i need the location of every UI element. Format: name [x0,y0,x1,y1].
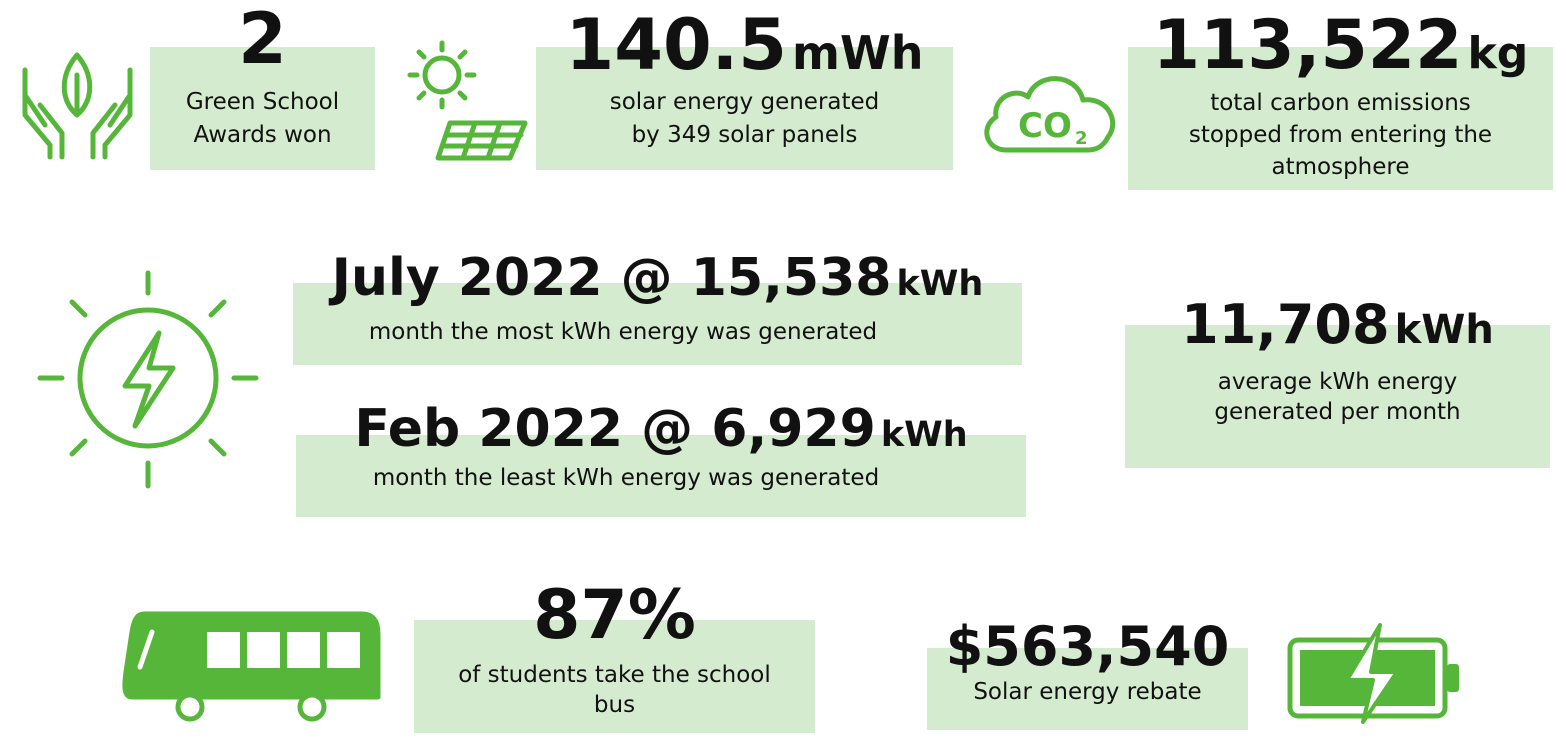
stat-box [150,47,375,170]
stat-value: 113,522 [1152,6,1463,85]
line: generated per month [1214,399,1461,425]
stat-value: 2 [238,0,287,80]
stat-box [927,648,1248,730]
stat-description: of students take the school bus [414,660,815,720]
stat-headline: Feb 2022 @ 6,929 kWh [296,403,1026,455]
stat-unit: mWh [792,26,924,80]
line: month the most kWh energy was generated [368,319,878,345]
stat-value: 11,708 [1181,293,1390,356]
stat-value: $563,540 [945,615,1230,678]
stat-box [293,283,1022,365]
stat-value: July 2022 @ 15,538 [331,248,892,308]
line: bus [593,692,636,718]
stat-box [536,47,953,170]
icon-label: 2 [1075,128,1088,149]
line: stopped from entering the [1188,122,1493,148]
stat-box [1125,325,1550,468]
stat-headline: 11,708 kWh [1125,298,1550,354]
bus-icon [122,611,381,722]
stat-value: 140.5 [565,4,787,86]
line: month the least kWh energy was generated [372,465,880,491]
stat-headline: 140.5 mWh [536,10,953,80]
line: Green School [185,89,340,115]
solar-icon [407,40,528,161]
line: solar energy generated [609,89,880,115]
hands-leaf-icon [22,52,133,160]
stat-description: Solar energy rebate [927,676,1248,709]
line: average kWh energy [1217,369,1458,395]
line: by 349 solar panels [631,122,858,148]
icon-label: CO [1018,106,1072,146]
stat-box [1128,47,1553,190]
stat-value: 87% [533,576,696,655]
stat-headline: July 2022 @ 15,538 kWh [293,252,1022,304]
co2-cloud-icon: CO 2 [984,76,1116,153]
stat-value: Feb 2022 @ 6,929 [354,399,876,459]
stat-description: month the least kWh energy was generated [296,462,956,495]
stat-description: Green School Awards won [150,86,375,152]
stat-description: average kWh energy generated per month [1125,367,1550,427]
battery-icon [1287,623,1459,724]
line: atmosphere [1271,154,1410,180]
stat-description: solar energy generated by 349 solar panel… [536,86,953,152]
stat-unit: kWh [896,264,984,304]
line: of students take the school [458,662,771,688]
line: Awards won [193,122,332,148]
stat-unit: kWh [880,415,968,455]
stat-description: total carbon emissions stopped from enter… [1128,87,1553,183]
stat-box [296,435,1026,517]
stat-unit: kg [1467,28,1529,79]
energy-sun-icon [37,270,259,489]
stat-unit: kWh [1394,307,1494,353]
stat-description: month the most kWh energy was generated [293,316,953,349]
stat-box [414,620,815,733]
line: Solar energy rebate [973,679,1202,705]
line: total carbon emissions [1210,90,1471,116]
stat-headline: 113,522 kg [1128,12,1553,80]
